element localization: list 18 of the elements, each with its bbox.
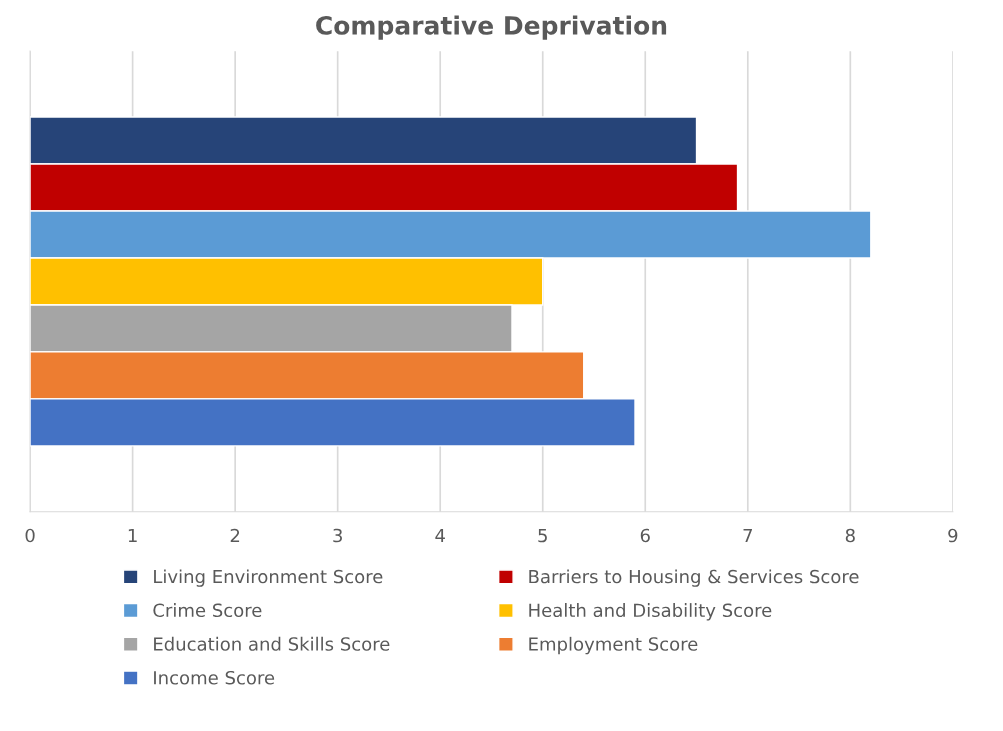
x-tick-label: 6 bbox=[640, 528, 650, 543]
x-tick-label: 2 bbox=[230, 528, 240, 543]
legend-label: Health and Disability Score bbox=[529, 603, 772, 621]
x-tick-label: 5 bbox=[538, 528, 547, 543]
legend-label: Education and Skills Score bbox=[154, 636, 390, 651]
x-tick-label: 0 bbox=[25, 528, 35, 543]
x-tick-label: 7 bbox=[743, 528, 752, 543]
x-tick-label: 1 bbox=[128, 528, 137, 543]
legend-label: Employment Score bbox=[529, 636, 698, 655]
x-tick-label: 4 bbox=[435, 528, 445, 543]
chart-title: Comparative Deprivation bbox=[316, 15, 667, 40]
x-tick-label: 9 bbox=[948, 528, 958, 543]
legend-label: Income Score bbox=[154, 670, 275, 685]
x-tick-label: 8 bbox=[845, 528, 855, 543]
legend-label: Living Environment Score bbox=[154, 569, 383, 587]
legend-label: Crime Score bbox=[153, 603, 262, 618]
x-tick-label: 3 bbox=[333, 528, 342, 543]
legend-label: Barriers to Housing & Services Score bbox=[529, 569, 859, 587]
